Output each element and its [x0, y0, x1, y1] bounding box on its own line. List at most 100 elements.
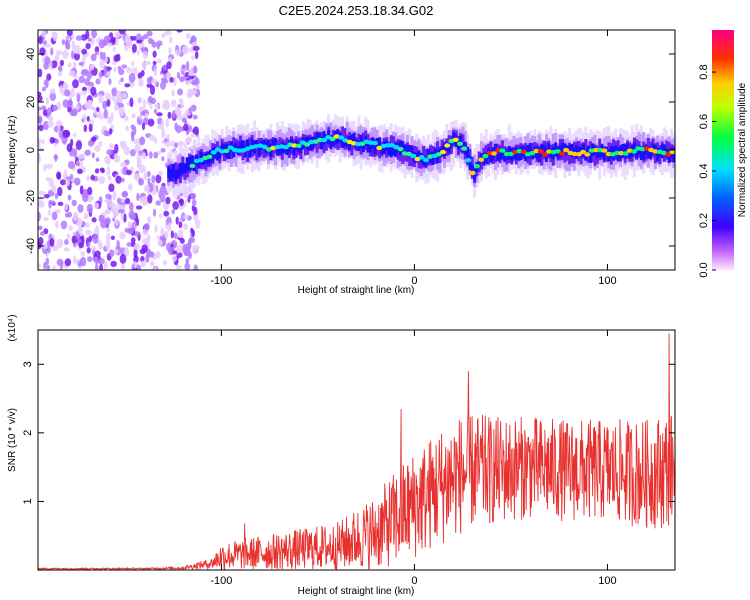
ridge-peak [571, 151, 578, 157]
noise-blob [170, 230, 175, 239]
noise-blob [153, 104, 160, 109]
ridge-band [176, 169, 180, 178]
noise-blob [110, 112, 114, 122]
noise-blob [131, 113, 136, 119]
noise-blob [92, 234, 99, 244]
noise-blob [166, 133, 170, 141]
y-tick-label: 3 [22, 361, 34, 367]
noise-blob [99, 263, 103, 270]
noise-blob [149, 134, 155, 141]
noise-blob [184, 262, 191, 270]
noise-blob [45, 97, 50, 106]
noise-blob [118, 106, 125, 117]
noise-blob [106, 166, 111, 176]
ridge-band [172, 164, 175, 178]
noise-blob [42, 120, 50, 131]
noise-blob [98, 141, 103, 147]
noise-blob [75, 103, 80, 110]
noise-blob [43, 262, 47, 270]
noise-blob [47, 120, 54, 128]
noise-blob [177, 88, 184, 96]
noise-blob [98, 176, 105, 184]
noise-blob [140, 260, 146, 268]
noise-blob [105, 217, 111, 225]
noise-blob [111, 95, 116, 101]
noise-blob [122, 141, 127, 149]
ridge-band [246, 140, 250, 163]
noise-blob [114, 218, 119, 226]
noise-blob [190, 227, 194, 234]
ridge-peak [490, 151, 497, 156]
noise-blob [38, 153, 41, 163]
noise-blob [185, 32, 191, 39]
noise-blob [156, 58, 162, 64]
noise-blob [106, 149, 114, 156]
noise-blob [136, 218, 140, 226]
noise-blob [157, 170, 164, 176]
noise-blob [190, 133, 196, 138]
ridge-band [278, 144, 282, 156]
noise-blob [66, 30, 73, 37]
noise-blob [185, 60, 190, 71]
ridge-band [239, 141, 243, 151]
noise-blob [154, 137, 158, 144]
ridge-peak [197, 158, 204, 163]
ridge-band [368, 141, 372, 153]
noise-blob [71, 199, 77, 207]
ridge-band [642, 145, 646, 160]
colorbar-tick-label: 0.4 [698, 163, 710, 178]
noise-blob [139, 136, 146, 146]
noise-blob [77, 204, 84, 213]
y-tick-label: -40 [25, 238, 37, 254]
ridge-band [227, 145, 231, 159]
noise-blob [108, 128, 113, 135]
ridge-band [308, 137, 312, 151]
noise-blob [39, 231, 45, 236]
noise-blob [196, 84, 200, 90]
noise-blob [98, 71, 103, 78]
ridge-band [389, 143, 393, 158]
noise-blob [48, 177, 55, 188]
x-tick-label: 100 [598, 275, 616, 287]
noise-blob [84, 149, 91, 156]
y-tick-label: 20 [25, 96, 37, 108]
noise-blob [78, 61, 84, 66]
noise-blob [77, 154, 85, 159]
noise-blob [124, 83, 131, 88]
noise-blob [138, 78, 144, 88]
colorbar-tick-label: 0.2 [698, 213, 710, 228]
ridge-band [329, 135, 333, 149]
noise-blob [151, 41, 158, 48]
noise-blob [79, 256, 87, 267]
noise-blob [124, 34, 131, 45]
noise-blob [73, 255, 77, 265]
noise-blob [158, 213, 163, 219]
noise-blob [54, 154, 58, 162]
noise-blob [44, 56, 51, 65]
ridge-band [466, 147, 470, 158]
ridge-peak [440, 149, 446, 155]
noise-blob [46, 107, 52, 116]
ridge-band [211, 148, 215, 162]
noise-blob [168, 47, 172, 55]
ridge-peak [584, 152, 591, 157]
noise-blob [110, 235, 115, 240]
ridge-peak [210, 150, 217, 155]
ridge-peak [563, 147, 570, 153]
ridge-band [220, 143, 224, 154]
y-tick-label: -20 [25, 190, 37, 206]
noise-blob [46, 73, 52, 81]
noise-blob [112, 217, 116, 222]
noise-blob [185, 80, 191, 86]
noise-blob [99, 51, 104, 60]
ridge-band [477, 158, 481, 169]
ridge-band [285, 143, 289, 155]
ridge-peak [507, 151, 514, 157]
noise-blob [121, 64, 128, 69]
noise-blob [133, 138, 140, 145]
ridge-peak [236, 148, 243, 153]
noise-blob [95, 263, 99, 270]
noise-blob [193, 264, 198, 270]
ridge-band [248, 137, 252, 153]
ridge-peak [397, 146, 404, 152]
